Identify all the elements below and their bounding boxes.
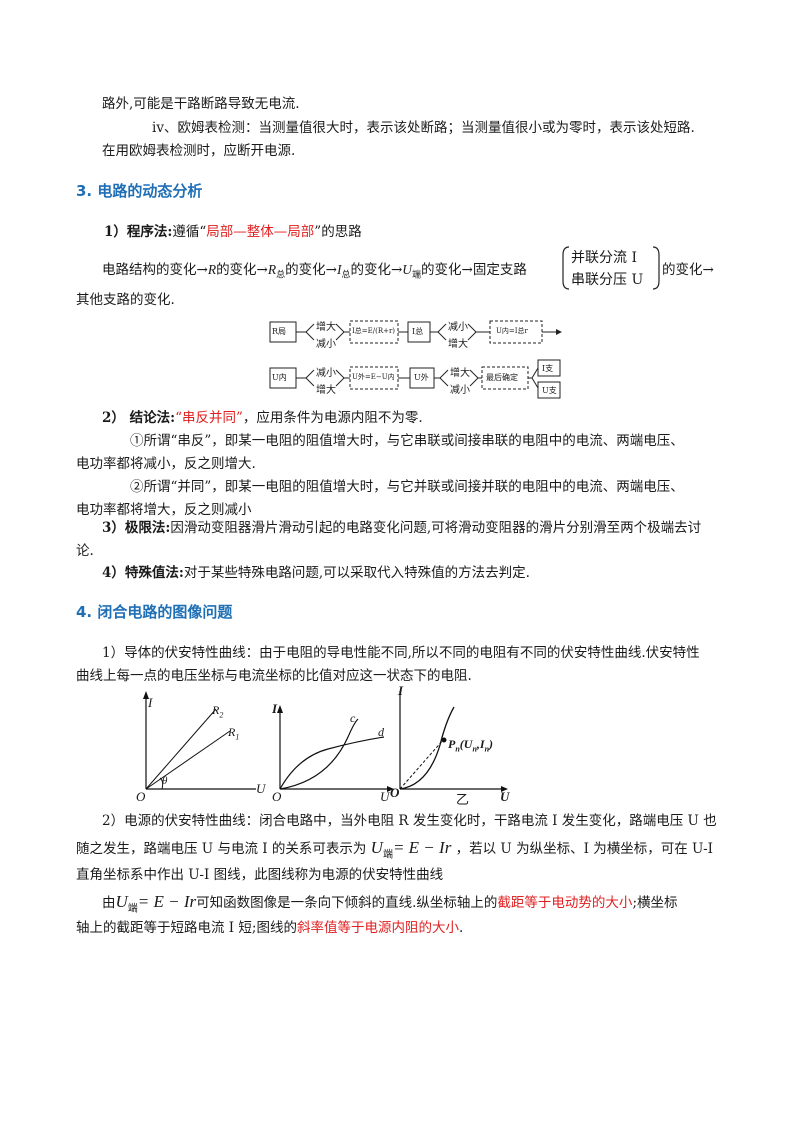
paragraph: 路外,可能是干路断路导致无电流. [102, 96, 300, 112]
line-label: R1 [228, 725, 240, 742]
section-heading: 4. 闭合电路的图像问题 [76, 603, 233, 621]
paragraph: 2）电源的伏安特性曲线：闭合电路中，当外电阻 R 发生变化时，干路电流 I 发生… [102, 813, 717, 829]
flow-box: I支 [542, 364, 554, 373]
method-1: 1）程序法:遵循“局部—整体—局部”的思路 [104, 222, 362, 242]
paragraph: 电功率都将增大，反之则减小 [76, 502, 252, 518]
subscript: 总 [341, 270, 351, 281]
axis-label: I [272, 701, 278, 716]
bracket-line: 并联分流 I [571, 250, 637, 266]
paragraph: 在用欧姆表检测时，应断开电源. [102, 143, 296, 159]
change-chain: 电路结构的变化→R的变化→R总的变化→I总的变化→U端的变化→固定支路 [102, 260, 527, 286]
point-label: Pn(Un,In) [448, 737, 494, 754]
flow-box: U外=E−U内 [352, 373, 395, 381]
flow-label: 增大 [316, 322, 336, 333]
text: 的变化→ [350, 262, 403, 278]
text: 的变化→固定支路 [421, 262, 527, 278]
paragraph: 随之发生，路端电压 U 与电流 I 的关系可表示为 U端= E − Ir ，若以… [76, 838, 714, 861]
text: ，应用条件为电源内阻不为零. [242, 410, 423, 426]
method-label: 2） 结论法: [102, 410, 176, 426]
flow-label: 减小 [316, 368, 336, 379]
paragraph: 曲线上每一点的电压坐标与电流坐标的比值对应这一状态下的电阻. [76, 668, 472, 684]
graph-lines [143, 691, 508, 792]
flow-box: I总 [412, 327, 424, 336]
subscript: 端 [412, 270, 422, 281]
paragraph: ①所谓“串反”，即某一电阻的阻值增大时，与它串联或间接串联的电阻中的电流、两端电… [130, 433, 684, 449]
flow-box: U外 [414, 373, 429, 382]
text: 遵循“ [172, 224, 207, 240]
flow-box: U内=I总r [496, 327, 528, 335]
text: ”的思路 [314, 224, 362, 240]
line-label: R2 [212, 703, 224, 720]
paragraph: 1）导体的伏安特性曲线：由于电阻的导电性能不同,所以不同的电阻有不同的伏安特性曲… [102, 645, 700, 661]
axis-label: I [148, 695, 153, 710]
flow-label: 减小 [448, 322, 468, 333]
method-label: 1）程序法: [104, 224, 173, 240]
angle-label: θ [162, 775, 168, 787]
subscript: 总 [276, 270, 286, 281]
flow-box: 最后确定 [486, 373, 518, 382]
symbol: R [267, 262, 277, 277]
axis-label: U [380, 789, 390, 804]
paragraph: 轴上的截距等于短路电流 I 短;图线的斜率值等于电源内阻的大小. [76, 920, 464, 936]
text: 的变化→ [662, 262, 714, 278]
method-2: 2） 结论法:“串反并同”，应用条件为电源内阻不为零. [102, 408, 423, 428]
section-heading: 3. 电路的动态分析 [76, 182, 203, 200]
text: 电路结构的变化→ [102, 262, 208, 278]
flow-box: U支 [542, 386, 557, 395]
flow-lines [269, 320, 562, 399]
flow-label: 增大 [450, 368, 470, 379]
axis-label: O [272, 789, 282, 804]
axis-label: I [398, 683, 404, 698]
paragraph: ②所谓“并同”，即某一电阻的阻值增大时，与它并联或间接并联的电阻中的电流、两端电… [130, 479, 684, 495]
axis-label: U [256, 781, 266, 796]
method-label: 3）极限法: [102, 520, 171, 536]
highlight: 斜率值等于电源内阻的大小 [296, 920, 459, 936]
graph-label: 乙 [456, 793, 470, 808]
flow-label: 减小 [450, 385, 470, 396]
flow-box: U内 [272, 373, 287, 382]
paragraph: iv、欧姆表检测：当测量值很大时，表示该处断路；当测量值很小或为零时，表示该处短… [152, 120, 695, 136]
text: 的变化→ [285, 262, 337, 278]
method-label: 4）特殊值法: [102, 565, 184, 581]
highlight: “串反并同” [175, 410, 243, 426]
curve-label: d [378, 725, 384, 739]
method-4: 4）特殊值法:对于某些特殊电路问题,可以采取代入特殊值的方法去判定. [102, 563, 530, 583]
flow-label: 增大 [448, 339, 468, 350]
paragraph: 论. [76, 543, 94, 559]
highlight: 局部—整体—局部 [206, 224, 315, 240]
axis-label: O [136, 789, 146, 804]
symbol: R [207, 262, 217, 277]
flow-diagram: R局 增大 减小 I总=E/(R+r) I总 减小 增大 U内=I总r U内 减… [268, 318, 568, 403]
method-3: 3）极限法:因滑动变阻器滑片滑动引起的电路变化问题,可将滑动变阻器的滑片分别滑至… [102, 518, 701, 538]
highlight: 截距等于电动势的大小 [497, 895, 633, 911]
text: 因滑动变阻器滑片滑动引起的电路变化问题,可将滑动变阻器的滑片分别滑至两个极端去讨 [170, 520, 702, 536]
symbol: I [336, 262, 342, 277]
text: 对于某些特殊电路问题,可以采取代入特殊值的方法去判定. [183, 565, 530, 581]
iv-graphs: I O U R2 R1 θ I O U c d I O U 乙 Pn(Un,In… [128, 683, 518, 808]
axis-label: O [390, 785, 400, 800]
flow-box: R局 [272, 327, 287, 336]
bracket-line: 串联分压 U [571, 272, 644, 288]
equation: U端= E − Ir [370, 838, 452, 861]
symbol: U [402, 262, 413, 277]
paragraph: 电功率都将减小，反之则增大. [76, 456, 256, 472]
axis-label: U [500, 789, 510, 804]
text: 其他支路的变化. [76, 292, 175, 308]
equation: U端= E − Ir [115, 892, 197, 915]
text: 的变化→ [216, 262, 268, 278]
paragraph: 直角坐标系中作出 U-I 图线，此图线称为电源的伏安特性曲线 [76, 867, 444, 883]
paragraph: 由U端= E − Ir可知函数图像是一条向下倾斜的直线.纵坐标轴上的截距等于电动… [102, 892, 678, 915]
flow-label: 减小 [316, 339, 336, 350]
flow-label: 增大 [316, 385, 336, 396]
flow-box: I总=E/(R+r) [352, 327, 396, 335]
curve-label: c [350, 711, 356, 725]
branch-bracket: 并联分流 I 串联分压 U [561, 245, 661, 291]
